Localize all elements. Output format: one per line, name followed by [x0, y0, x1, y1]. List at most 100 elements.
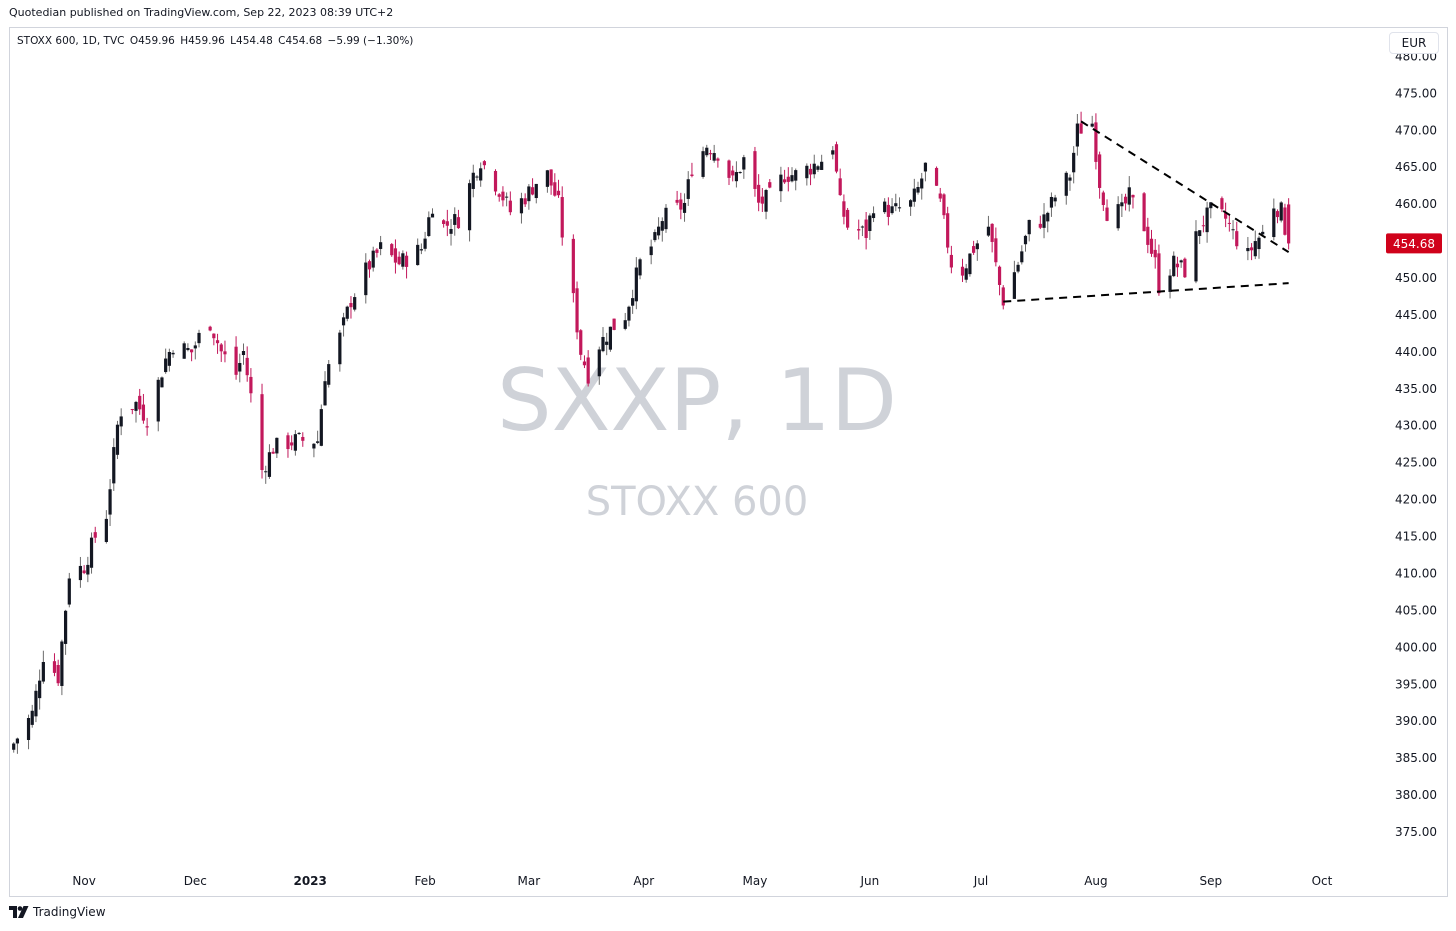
candle — [1246, 236, 1250, 261]
candle-body — [141, 404, 146, 421]
candle — [808, 163, 813, 186]
candle-body — [1127, 187, 1131, 205]
candle — [245, 346, 249, 382]
time-tick-label: Mar — [518, 874, 541, 888]
candle-body — [534, 183, 538, 199]
candle — [842, 194, 846, 225]
legend-change: −5.99 (−1.30%) — [327, 35, 414, 47]
price-tick-label: 460.00 — [1395, 197, 1437, 211]
candle-body — [653, 232, 657, 241]
candle — [1149, 229, 1154, 257]
candle — [1272, 198, 1276, 241]
candle — [623, 312, 627, 331]
candle — [794, 168, 798, 191]
price-tick-label: 385.00 — [1395, 751, 1437, 765]
candle-body — [1079, 123, 1083, 134]
candle-body — [675, 199, 679, 203]
trendlines[interactable] — [1003, 120, 1290, 303]
candle — [60, 639, 64, 696]
legend-close: C454.68 — [278, 35, 323, 47]
candle-body — [367, 261, 372, 270]
time-axis[interactable]: Nov Dec 2023 Feb Mar Apr May Jun Jul Aug Sep Oct — [72, 874, 1332, 888]
candle-body — [215, 340, 220, 344]
candle-body — [1272, 208, 1276, 238]
candle — [108, 479, 112, 527]
candle — [1020, 245, 1024, 265]
candle-body — [1224, 213, 1228, 219]
last-price-badge — [1386, 233, 1442, 254]
candle-body — [738, 172, 742, 174]
candle-body — [897, 207, 902, 209]
candle-body — [167, 351, 171, 366]
candle — [597, 346, 601, 385]
candle — [501, 186, 505, 207]
candle-body — [41, 662, 45, 682]
candle-body — [323, 381, 327, 406]
watermark: SXXP, 1D STOXX 600 — [497, 351, 897, 525]
candle-body — [471, 172, 475, 189]
price-tick-label: 405.00 — [1395, 603, 1437, 617]
candle — [275, 437, 279, 459]
candle — [909, 199, 913, 216]
candle — [241, 343, 246, 365]
candle — [1194, 220, 1198, 284]
candle — [871, 206, 876, 223]
candle — [349, 296, 353, 319]
candle — [708, 149, 713, 161]
candle — [297, 431, 301, 435]
candle-body — [89, 537, 94, 568]
ohlc-legend[interactable]: STOXX 600, 1D, TVC O459.96 H459.96 L454.… — [17, 35, 415, 47]
candle-body — [579, 330, 583, 355]
candle — [1105, 199, 1109, 222]
candle-body — [264, 471, 268, 473]
candle-body — [375, 249, 379, 253]
candle-body — [820, 161, 824, 170]
candle-body — [634, 267, 638, 302]
candle — [631, 289, 635, 314]
candle-body — [1253, 241, 1257, 257]
price-tick-label: 445.00 — [1395, 308, 1437, 322]
currency-button[interactable]: EUR — [1389, 32, 1439, 54]
candle — [1075, 114, 1079, 156]
candle-body — [686, 179, 690, 199]
candle-body — [934, 167, 939, 186]
candle — [820, 154, 824, 171]
time-tick-label: Apr — [633, 874, 654, 888]
candle-body — [401, 253, 405, 267]
candle — [164, 348, 168, 374]
legend-low: L454.48 — [230, 35, 273, 47]
candle-body — [1246, 248, 1250, 252]
candle-body — [731, 170, 735, 176]
candle — [608, 326, 613, 352]
candle — [1198, 230, 1202, 245]
time-tick-label: Feb — [414, 874, 435, 888]
candle-body — [353, 297, 357, 310]
legend-high: H459.96 — [180, 35, 225, 47]
candle-body — [1064, 172, 1068, 196]
tradingview-logo[interactable]: TradingView — [9, 905, 106, 919]
price-axis[interactable]: 375.00 380.00 385.00 390.00 395.00 400.00 405.… — [1395, 49, 1437, 839]
candle-body — [63, 610, 68, 644]
candle-body — [1075, 123, 1079, 147]
candle — [375, 248, 379, 258]
candle-body — [379, 242, 383, 249]
chart-pane[interactable] — [9, 27, 1448, 897]
candle — [582, 355, 587, 369]
candle — [1127, 176, 1131, 212]
candle — [786, 167, 790, 192]
candle — [1079, 111, 1083, 134]
candle-body — [705, 147, 709, 156]
candle — [456, 209, 461, 229]
candle-body — [208, 326, 212, 331]
candle-body — [1120, 202, 1124, 207]
candle-body — [1275, 211, 1280, 218]
price-tick-label: 440.00 — [1395, 345, 1437, 359]
candle-body — [923, 162, 928, 172]
candle-body — [1123, 196, 1128, 204]
candle-body — [67, 578, 71, 605]
candle — [1131, 194, 1135, 209]
candle — [1064, 171, 1068, 205]
candle — [1253, 230, 1257, 260]
candle — [208, 325, 212, 332]
